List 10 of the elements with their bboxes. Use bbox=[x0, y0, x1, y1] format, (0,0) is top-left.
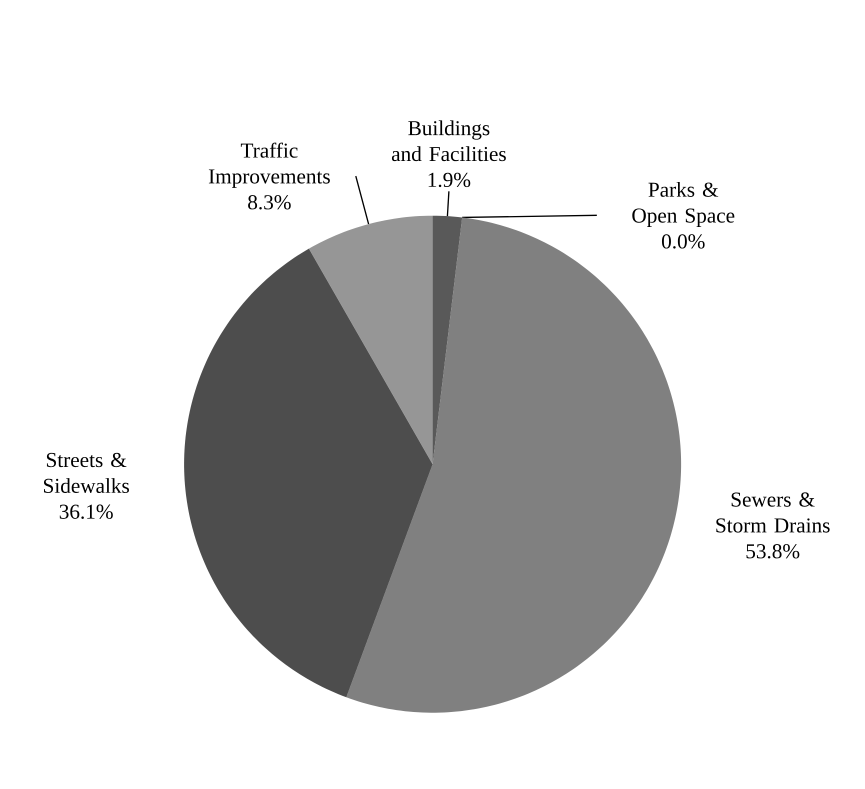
slice-label: Traffic Improvements bbox=[208, 142, 330, 188]
slice-label: Buildings and Facilities bbox=[392, 120, 506, 162]
slice-label: Streets & Sidewalks bbox=[44, 452, 129, 493]
data-label: 1.9% bbox=[428, 172, 470, 187]
data-label: 8.3% bbox=[248, 195, 291, 210]
slice-label: Sewers & Storm Drains bbox=[716, 492, 830, 532]
data-label: 53.8% bbox=[746, 544, 800, 558]
text: 0.0% bbox=[662, 234, 705, 249]
category-label: Parks & Open Space bbox=[632, 182, 734, 227]
data-label: 36.1% bbox=[60, 504, 113, 519]
